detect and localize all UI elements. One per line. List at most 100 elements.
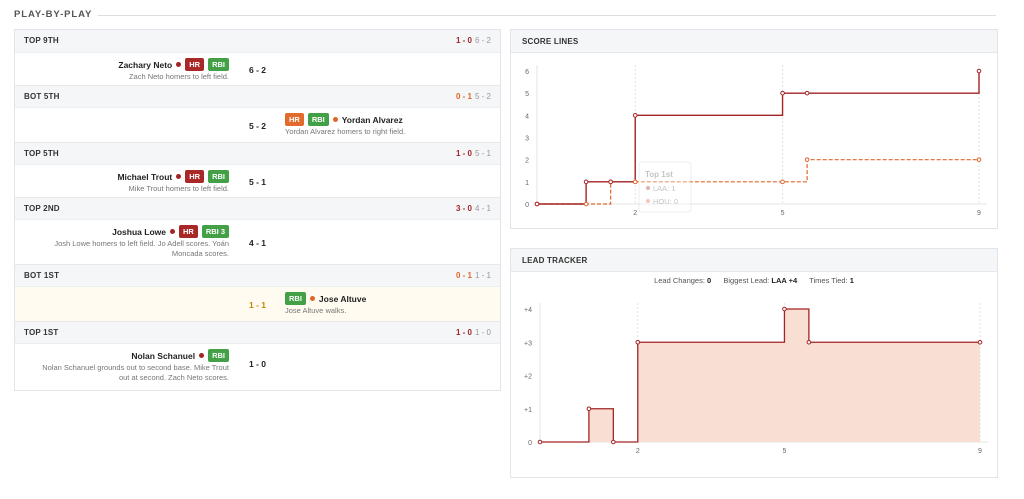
running-score: 1 - 0 bbox=[249, 359, 267, 369]
x-tick-label: 2 bbox=[636, 448, 640, 455]
inning-total: 4 - 1 bbox=[474, 204, 491, 213]
data-point bbox=[635, 339, 641, 345]
lead-area bbox=[540, 309, 980, 442]
inning-score: 1 - 0 bbox=[455, 36, 472, 45]
inning-score: 0 - 1 bbox=[455, 271, 472, 280]
rbi-badge: RBI bbox=[208, 349, 229, 362]
data-point bbox=[586, 406, 592, 412]
player-line: Nolan Schanuel RBI bbox=[131, 349, 229, 362]
player-name[interactable]: Nolan Schanuel bbox=[131, 350, 196, 361]
player-line: Joshua Lowe HR RBI 3 bbox=[112, 225, 229, 238]
hr-badge: HR bbox=[185, 58, 205, 71]
inning-label: TOP 5TH bbox=[24, 149, 59, 158]
inning-total: 5 - 2 bbox=[474, 92, 491, 101]
biggest-lead-label: Biggest Lead: bbox=[723, 276, 770, 285]
y-tick-label: 1 bbox=[525, 180, 529, 187]
player-name[interactable]: Zachary Neto bbox=[118, 59, 173, 70]
hr-badge: HR bbox=[185, 170, 205, 183]
inning-label: TOP 2ND bbox=[24, 204, 60, 213]
y-tick-label: 3 bbox=[525, 136, 529, 143]
card-title: LEAD TRACKER bbox=[522, 256, 588, 265]
rbi-badge: RBI bbox=[307, 113, 329, 126]
section-header: PLAY-BY-PLAY bbox=[14, 6, 996, 22]
card-header: LEAD TRACKER bbox=[511, 249, 997, 272]
x-tick-label: 5 bbox=[781, 210, 785, 217]
team-dot bbox=[176, 174, 182, 179]
inning-label: TOP 9TH bbox=[24, 36, 59, 45]
series-line-laa bbox=[537, 71, 980, 205]
player-line: Michael Trout HR RBI bbox=[117, 170, 229, 183]
y-tick-label: +1 bbox=[524, 407, 532, 414]
section-title: PLAY-BY-PLAY bbox=[14, 9, 93, 20]
player-name[interactable]: Joshua Lowe bbox=[112, 226, 166, 237]
tooltip-row: LAA: 1 bbox=[653, 184, 676, 193]
y-tick-label: +4 bbox=[524, 307, 532, 314]
y-tick-label: +3 bbox=[524, 340, 532, 347]
play-description: Zach Neto homers to left field. bbox=[129, 72, 229, 82]
player-line: Zachary Neto HR RBI bbox=[118, 58, 229, 71]
y-tick-label: 5 bbox=[525, 91, 529, 98]
inning-total: 1 - 1 bbox=[474, 271, 491, 280]
description-line: out at second. Zach Neto scores. bbox=[118, 373, 229, 382]
player-name[interactable]: Michael Trout bbox=[117, 171, 173, 182]
hr-badge: HR bbox=[178, 225, 198, 238]
inning-total: 1 - 0 bbox=[474, 328, 491, 337]
description-line: Josh Lowe homers to left field. Jo Adell… bbox=[54, 239, 229, 248]
rbi-badge: RBI bbox=[285, 292, 306, 305]
team-dot bbox=[332, 117, 338, 122]
score-lines-card: SCORE LINES 2 5 9 0 1 2 3 4 5 6 Top 1st LAA: 1 HOU: … bbox=[510, 29, 998, 229]
play-description: Mike Trout homers to left field. bbox=[129, 184, 229, 194]
x-tick-label: 9 bbox=[978, 448, 982, 455]
data-point-hou bbox=[780, 179, 785, 185]
x-tick-label: 9 bbox=[977, 210, 981, 217]
play-row: Joshua Lowe HR RBI 3 Josh Lowe homers to le… bbox=[15, 219, 500, 265]
player-line: HR RBI Yordan Alvarez bbox=[285, 113, 403, 126]
play-description: Josh Lowe homers to left field. Jo Adell… bbox=[54, 239, 229, 259]
y-tick-label: 4 bbox=[525, 113, 529, 120]
running-score: 5 - 1 bbox=[249, 177, 267, 187]
tooltip-title: Top 1st bbox=[645, 170, 673, 179]
team-dot bbox=[176, 62, 182, 67]
rbi-badge: RBI bbox=[208, 58, 229, 71]
tooltip-box bbox=[638, 161, 692, 213]
card-title: SCORE LINES bbox=[522, 37, 579, 46]
team-dot bbox=[169, 229, 175, 234]
play-row: Michael Trout HR RBI Mike Trout homers to l… bbox=[15, 164, 500, 198]
inning-score: 1 - 0 bbox=[455, 328, 472, 337]
inning-total: 6 - 2 bbox=[474, 36, 491, 45]
y-tick-label: 0 bbox=[525, 202, 529, 209]
lead-stats: Lead Changes: 0 Biggest Lead: LAA +4 Tim… bbox=[511, 276, 997, 285]
play-description: Yordan Alvarez homers to right field. bbox=[285, 127, 405, 137]
player-name[interactable]: Jose Altuve bbox=[318, 293, 367, 304]
x-tick-label: 5 bbox=[782, 448, 786, 455]
play-row: HR RBI Yordan Alvarez Yordan Alvarez homers… bbox=[15, 107, 500, 143]
times-tied-label: Times Tied: bbox=[809, 276, 848, 285]
biggest-lead-value: LAA +4 bbox=[771, 276, 798, 285]
y-tick-label: 0 bbox=[528, 440, 532, 447]
description-line: Zach Neto homers to left field. bbox=[128, 72, 229, 81]
inning-label: BOT 1ST bbox=[24, 271, 60, 280]
team-dot bbox=[199, 353, 205, 358]
data-point bbox=[537, 439, 543, 445]
hr-badge: HR bbox=[285, 113, 304, 126]
team-dot bbox=[309, 296, 315, 301]
player-name[interactable]: Yordan Alvarez bbox=[341, 114, 403, 125]
rbi-badge: RBI 3 bbox=[201, 225, 229, 238]
data-point-hou bbox=[583, 201, 589, 207]
data-point-laa bbox=[608, 179, 613, 185]
rbi-badge: RBI bbox=[208, 170, 229, 183]
data-point-laa bbox=[534, 201, 540, 207]
y-tick-label: 2 bbox=[525, 158, 529, 165]
description-line: Mike Trout homers to left field. bbox=[128, 184, 229, 193]
y-tick-label: 6 bbox=[525, 69, 529, 76]
inning-label: TOP 1ST bbox=[24, 328, 59, 337]
tooltip-row: HOU: 0 bbox=[653, 197, 678, 206]
inning-score: 3 - 0 bbox=[455, 204, 472, 213]
player-line: RBI Jose Altuve bbox=[285, 292, 366, 305]
data-point-laa bbox=[632, 113, 638, 118]
tooltip-dot-hou bbox=[646, 199, 650, 203]
